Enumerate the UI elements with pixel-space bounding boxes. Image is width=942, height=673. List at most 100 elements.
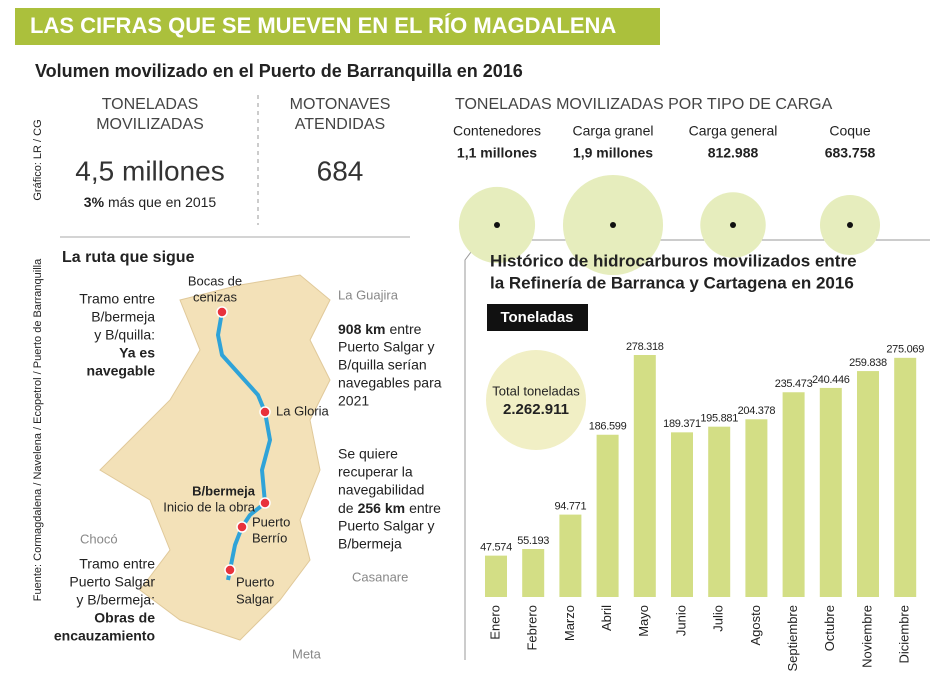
river-route: [216, 311, 272, 581]
cargo-name: Carga granel: [573, 123, 654, 139]
note-line: Puerto Salgar y: [338, 518, 435, 534]
cargo-value: 683.758: [825, 145, 876, 161]
cargo-name: Carga general: [689, 123, 778, 139]
cargo-value: 1,1 millones: [457, 145, 537, 161]
note-bold: 256 km: [358, 500, 405, 516]
value-label: 47.574: [480, 542, 512, 554]
bar: [522, 549, 545, 597]
place: cenizas: [193, 289, 238, 304]
note-line: Tramo entre: [79, 556, 155, 572]
x-tick-label: Julio: [711, 605, 726, 632]
place: Puerto: [236, 574, 274, 589]
bubble-dot: [610, 222, 616, 228]
note-line: Tramo entre: [79, 291, 155, 307]
note-line: encauzamiento: [54, 628, 155, 644]
note-line: y B/quilla:: [94, 327, 155, 343]
value-label: 204.378: [738, 405, 776, 417]
note-line: Puerto Salgar: [69, 574, 155, 590]
stat-value: 4,5 millones: [75, 155, 224, 186]
note-line: Puerto Salgar y: [338, 339, 435, 355]
stat-label: MOTONAVES: [290, 96, 391, 113]
value-label: 240.446: [812, 374, 850, 386]
bar: [857, 371, 879, 597]
stop: [259, 406, 271, 418]
place: B/bermeja: [192, 483, 256, 498]
stat-label: TONELADAS: [102, 96, 199, 113]
x-tick-label: Octubre: [822, 605, 837, 651]
stop: [259, 497, 271, 509]
x-tick-label: Diciembre: [897, 605, 912, 664]
place: Puerto: [252, 514, 290, 529]
value-label: 186.599: [589, 421, 627, 433]
bar: [671, 432, 693, 597]
note-line: Se quiere: [338, 446, 398, 462]
x-tick-label: Noviembre: [859, 605, 874, 668]
value-label: 259.838: [849, 357, 887, 369]
header-title: LAS CIFRAS QUE SE MUEVEN EN EL RÍO MAGDA…: [30, 13, 616, 38]
bubble-dot: [494, 222, 500, 228]
stop: [236, 521, 248, 533]
value-label: 94.771: [554, 501, 586, 513]
chart-title: Histórico de hidrocarburos movilizados e…: [490, 251, 857, 270]
note-line: navegabilidad: [338, 482, 424, 498]
cargo-title: TONELADAS MOVILIZADAS POR TIPO DE CARGA: [455, 96, 833, 113]
bar: [708, 426, 731, 597]
note-line: 2021: [338, 393, 369, 409]
note-line: Obras de: [94, 610, 155, 626]
cargo-name: Coque: [829, 123, 870, 139]
bar: [894, 357, 917, 597]
value-label: 235.473: [775, 378, 813, 390]
note-line: y B/bermeja:: [76, 592, 155, 608]
bar: [819, 387, 842, 597]
region: Meta: [292, 646, 322, 661]
value-label: 275.069: [886, 344, 924, 356]
x-tick-label: Junio: [673, 605, 688, 636]
bar: [745, 419, 768, 597]
total-label: Total toneladas: [492, 383, 580, 398]
place: Berrío: [252, 530, 287, 545]
unit-label: Toneladas: [500, 309, 573, 326]
total-value: 2.262.911: [503, 401, 569, 418]
unit-box: [487, 304, 588, 331]
stat-label: ATENDIDAS: [295, 116, 385, 133]
note-text: de: [338, 500, 354, 516]
stop: [216, 306, 228, 318]
note-line: de 256 km entre: [338, 500, 441, 516]
note-line: B/bermeja: [338, 536, 402, 552]
stat-label: MOVILIZADAS: [96, 116, 204, 133]
note-bold: 908 km: [338, 321, 385, 337]
x-tick-label: Abril: [599, 605, 614, 631]
value-label: 278.318: [626, 341, 664, 353]
bubble-dot: [847, 222, 853, 228]
note-line: navegables para: [338, 375, 442, 391]
cargo-value: 812.988: [708, 145, 759, 161]
bar: [596, 434, 619, 597]
bar: [633, 355, 656, 597]
note-bold: 3%: [84, 194, 105, 210]
x-tick-label: Marzo: [562, 605, 577, 641]
credit: Gráfico: LR / CG: [32, 119, 44, 200]
subtitle: Volumen movilizado en el Puerto de Barra…: [35, 61, 523, 81]
credit: Fuente: Cormagdalena / Navelena / Ecopet…: [32, 258, 44, 601]
note-line: 908 km entre: [338, 321, 422, 337]
value-label: 55.193: [517, 535, 549, 547]
stat-note: 3% más que en 2015: [84, 194, 217, 210]
note-line: B/bermeja: [91, 309, 155, 325]
note-line: B/quilla serían: [338, 357, 427, 373]
chart-title: la Refinería de Barranca y Cartagena en …: [490, 273, 854, 292]
place: Salgar: [236, 591, 274, 606]
x-tick-label: Enero: [487, 605, 502, 640]
place: Inicio de la obra: [163, 499, 256, 514]
cargo-name: Contenedores: [453, 123, 541, 139]
bar: [559, 514, 582, 597]
x-tick-label: Mayo: [636, 605, 651, 637]
section-title: La ruta que sigue: [62, 249, 195, 266]
x-tick-label: Febrero: [525, 605, 540, 651]
place: La Gloria: [276, 403, 330, 418]
region: Chocó: [80, 531, 118, 546]
note-line: recuperar la: [338, 464, 413, 480]
note-text: entre: [409, 500, 441, 516]
stat-value: 684: [317, 155, 364, 186]
bubble-dot: [730, 222, 736, 228]
